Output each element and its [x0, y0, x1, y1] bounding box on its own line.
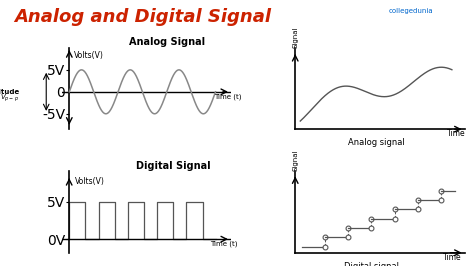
Text: Volts(V): Volts(V) [74, 51, 104, 60]
Text: collegedunia: collegedunia [389, 8, 433, 14]
Text: Volts(V): Volts(V) [75, 177, 105, 186]
Text: Time (t): Time (t) [210, 241, 237, 247]
Text: Digital signal: Digital signal [344, 262, 399, 266]
Text: Time: Time [443, 253, 462, 262]
Text: Time: Time [447, 129, 465, 138]
Text: Signal: Signal [292, 26, 298, 48]
Text: Signal: Signal [292, 150, 298, 171]
Text: Time (t): Time (t) [214, 93, 241, 100]
Text: 10 V $V_{p-p}$: 10 V $V_{p-p}$ [0, 93, 18, 104]
Text: Analog signal: Analog signal [348, 138, 404, 147]
Text: Analog Signal: Analog Signal [129, 37, 206, 47]
Text: Digital Signal: Digital Signal [136, 161, 210, 171]
Text: Amplitude: Amplitude [0, 89, 21, 95]
Text: Analog and Digital Signal: Analog and Digital Signal [14, 8, 271, 26]
